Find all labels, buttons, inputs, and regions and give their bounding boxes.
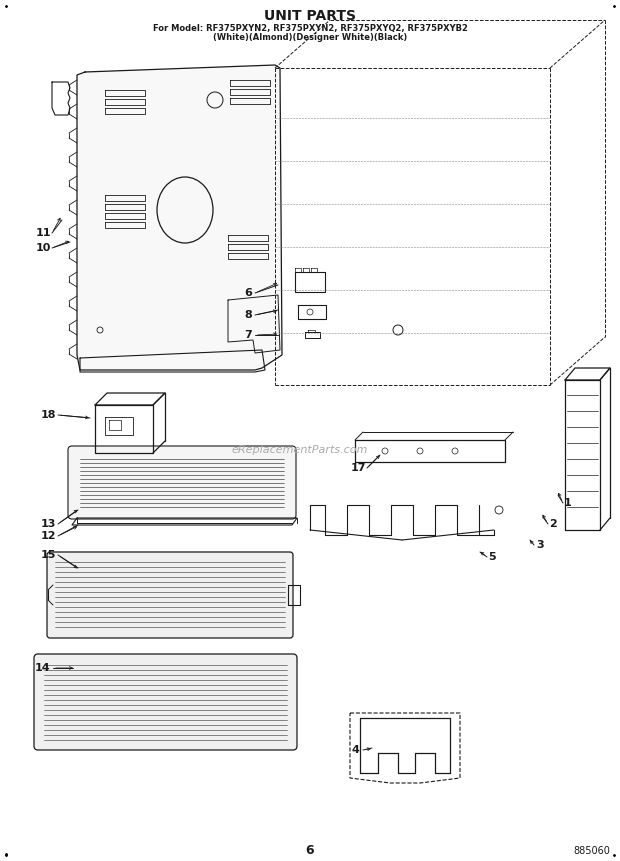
Text: 15: 15 [40, 550, 56, 560]
Text: 18: 18 [40, 410, 56, 420]
FancyBboxPatch shape [34, 654, 297, 750]
Text: 17: 17 [350, 463, 366, 473]
Text: 4: 4 [351, 745, 359, 755]
Text: 2: 2 [549, 519, 557, 529]
FancyBboxPatch shape [47, 552, 293, 638]
Text: 11: 11 [35, 228, 51, 238]
Text: 10: 10 [35, 243, 51, 253]
Text: 14: 14 [35, 663, 51, 673]
Text: 8: 8 [244, 310, 252, 320]
Text: 6: 6 [244, 288, 252, 298]
Text: 12: 12 [40, 531, 56, 541]
Text: 885060: 885060 [573, 846, 610, 856]
Text: For Model: RF375PXYN2, RF375PXYN2, RF375PXYQ2, RF375PXYB2: For Model: RF375PXYN2, RF375PXYN2, RF375… [153, 23, 467, 33]
Text: UNIT PARTS: UNIT PARTS [264, 9, 356, 23]
Text: 13: 13 [40, 519, 56, 529]
Text: 1: 1 [564, 498, 572, 508]
Text: (White)(Almond)(Designer White)(Black): (White)(Almond)(Designer White)(Black) [213, 34, 407, 42]
Text: 3: 3 [536, 540, 544, 550]
Text: eReplacementParts.com: eReplacementParts.com [232, 445, 368, 455]
Text: 5: 5 [488, 552, 496, 562]
Polygon shape [77, 65, 282, 370]
FancyBboxPatch shape [68, 446, 296, 519]
Text: 7: 7 [244, 330, 252, 340]
Text: 6: 6 [306, 844, 314, 857]
